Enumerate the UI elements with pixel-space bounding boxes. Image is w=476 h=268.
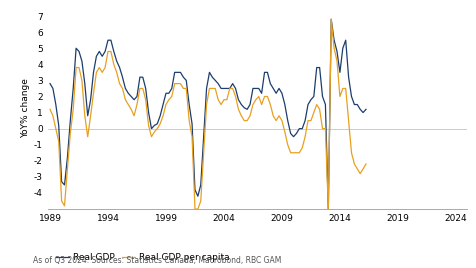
Real GDP bbox=[47, 82, 53, 85]
Real GDP bbox=[139, 76, 145, 79]
Real GDP bbox=[270, 87, 276, 90]
Real GDP per capita bbox=[139, 87, 145, 90]
Real GDP per capita bbox=[348, 151, 354, 154]
Real GDP per capita bbox=[195, 207, 200, 211]
Real GDP bbox=[327, 18, 333, 21]
Real GDP per capita bbox=[327, 18, 333, 21]
Y-axis label: YoY% change: YoY% change bbox=[20, 79, 30, 139]
Text: As of Q3 2024. Sources: Statistics Canada, Macrobond, RBC GAM: As of Q3 2024. Sources: Statistics Canad… bbox=[33, 256, 281, 265]
Real GDP bbox=[359, 111, 365, 114]
Real GDP per capita bbox=[203, 103, 209, 106]
Real GDP per capita bbox=[192, 207, 198, 211]
Real GDP per capita bbox=[273, 119, 278, 122]
Real GDP bbox=[325, 207, 330, 211]
Real GDP per capita bbox=[47, 108, 53, 111]
Real GDP per capita bbox=[362, 162, 368, 166]
Line: Real GDP per capita: Real GDP per capita bbox=[50, 19, 365, 209]
Real GDP bbox=[362, 108, 368, 111]
Legend: Real GDP, Real GDP per capita: Real GDP, Real GDP per capita bbox=[52, 250, 233, 266]
Real GDP bbox=[348, 95, 354, 98]
Real GDP per capita bbox=[359, 167, 365, 170]
Real GDP bbox=[192, 188, 198, 191]
Real GDP bbox=[200, 135, 206, 138]
Line: Real GDP: Real GDP bbox=[50, 19, 365, 209]
